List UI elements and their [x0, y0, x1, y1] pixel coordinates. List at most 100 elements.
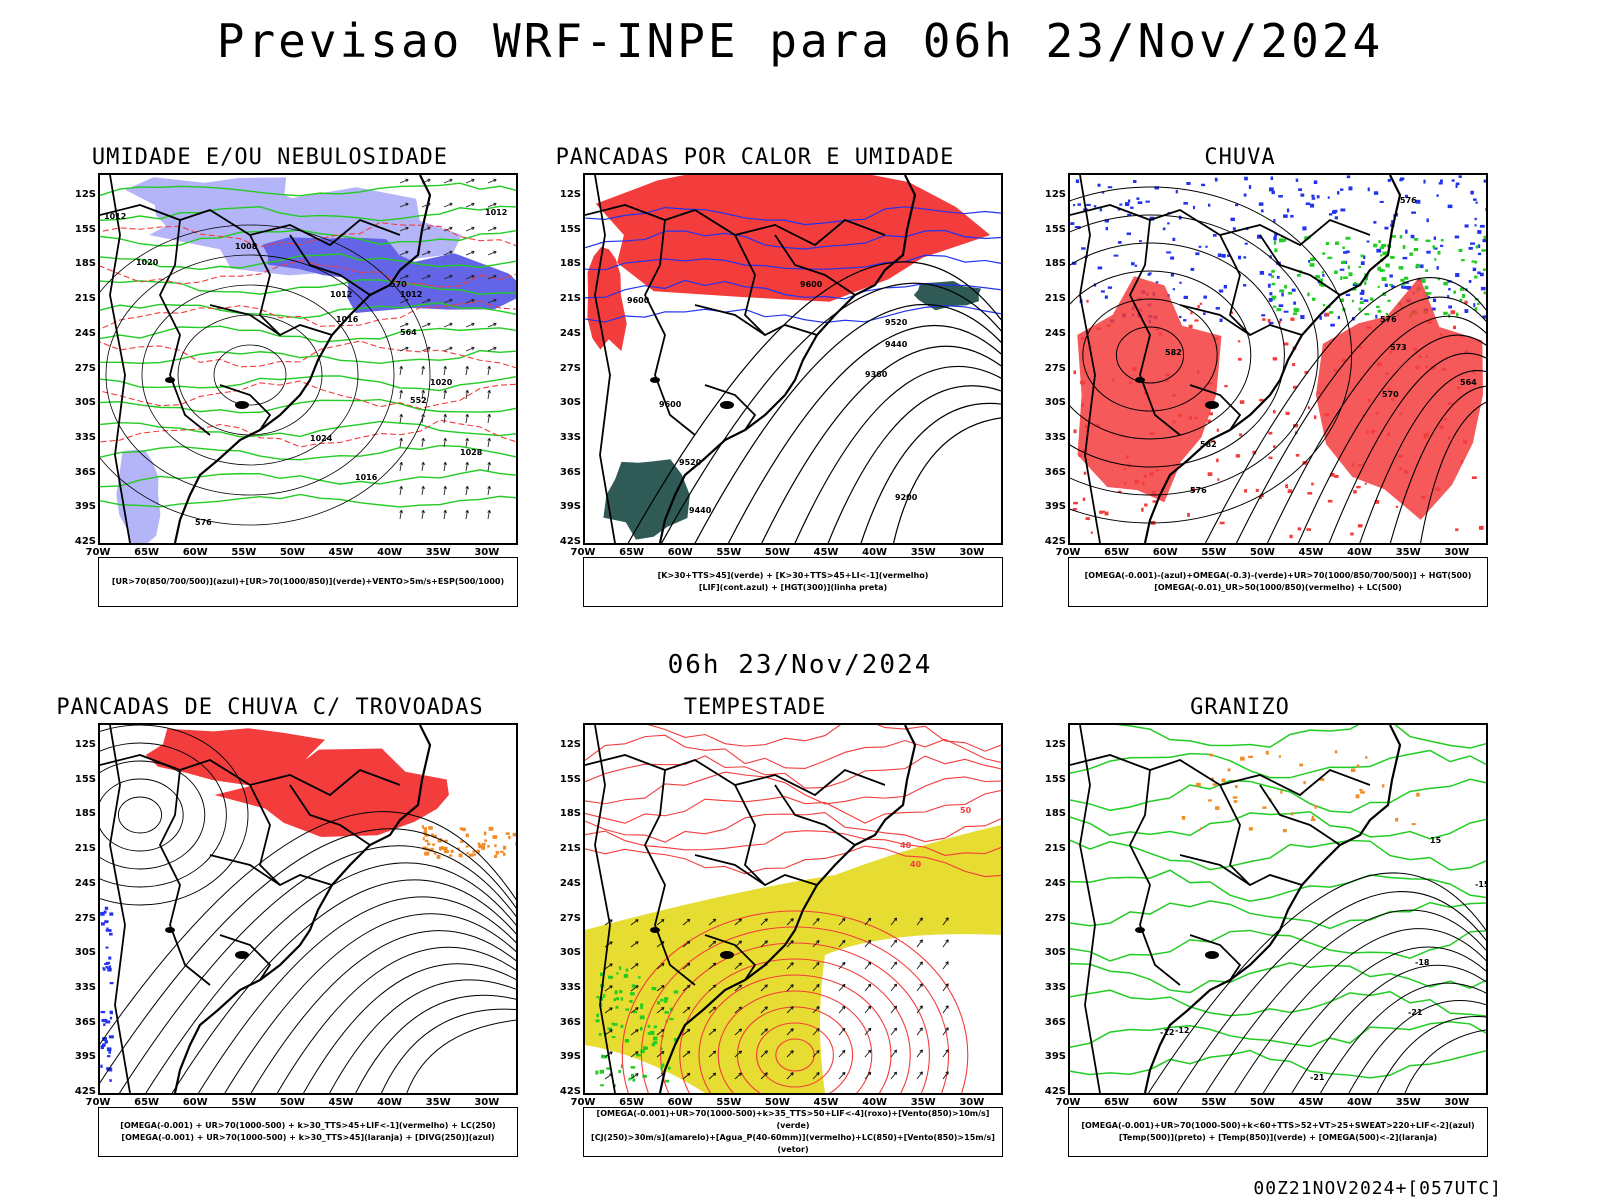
omega-area-blue — [1401, 285, 1404, 289]
latitude-label: 36S — [74, 466, 96, 478]
omega-area-blue — [1431, 307, 1436, 311]
omega-area-blue — [1366, 240, 1370, 243]
wind-area-green — [630, 1073, 635, 1078]
temp850-contour-green — [1070, 962, 1486, 994]
wind-arrow — [465, 437, 469, 448]
wind-arrow — [443, 202, 453, 208]
latitude-label: 18S — [1044, 808, 1066, 820]
divergence-area-blue — [105, 966, 109, 969]
rain-speckle-red — [1207, 472, 1213, 476]
contour-label: 1016 — [355, 473, 378, 482]
rain-speckle-red — [1426, 319, 1432, 324]
latitude-label: 42S — [559, 536, 581, 547]
omega-area-blue — [1345, 250, 1350, 253]
rain-speckle-red — [1259, 398, 1264, 402]
omega-area-blue — [1483, 179, 1486, 183]
border-line — [1219, 784, 1303, 887]
omega-area-blue — [1427, 296, 1430, 299]
rain-speckle-red — [1252, 450, 1257, 455]
lagoon — [235, 401, 249, 409]
rain-speckle-red — [1418, 355, 1422, 358]
legend-line: [OMEGA(-0.001) + UR>70(1000-500) + k>30_… — [121, 1133, 495, 1142]
longitude-label: 70W — [570, 1097, 596, 1108]
height-contour — [1389, 385, 1486, 543]
streamline — [355, 994, 516, 1093]
contour-label: 576 — [1380, 315, 1397, 324]
longitude-label: 55W — [716, 1097, 742, 1108]
contour-label: 573 — [1390, 343, 1407, 352]
border-line — [594, 175, 616, 543]
omega-area-blue — [1348, 186, 1353, 191]
omega-area-blue — [1139, 240, 1142, 243]
temp500-contour — [1376, 1016, 1486, 1093]
precipitable-water-contour — [679, 958, 911, 1093]
shower-area-orange — [443, 839, 448, 842]
omega-area-blue — [1458, 175, 1462, 178]
omega-area-blue — [1244, 242, 1248, 245]
wind-arrow — [465, 226, 475, 232]
omega-area-green — [1399, 235, 1403, 239]
wind-vector — [708, 962, 717, 970]
run-timestamp: 00Z21NOV2024+[057UTC] — [1253, 1178, 1502, 1199]
wind-area-green — [639, 1026, 643, 1031]
longitude-label: 50W — [764, 1097, 790, 1108]
omega-area-blue — [1337, 191, 1340, 195]
pressure-isobar — [105, 254, 395, 496]
wind-arrow — [399, 202, 409, 208]
rain-speckle-red — [1377, 362, 1382, 367]
omega-area-blue — [1387, 178, 1391, 182]
omega-area-blue — [1448, 305, 1452, 309]
omega-area-green — [1319, 282, 1322, 286]
legend-line: [LIF](cont.azul) + [HGT(300)](linha pret… — [698, 583, 888, 592]
wind-vector — [656, 1050, 665, 1058]
latitude-label: 27S — [559, 912, 581, 924]
omega-area-green — [1459, 298, 1463, 302]
border-line — [219, 384, 272, 431]
omega-area-blue — [1104, 295, 1108, 299]
omega-area-blue — [1279, 318, 1283, 322]
wind-area-green — [595, 1070, 599, 1075]
wind-area-green — [661, 1070, 666, 1074]
rain-speckle-red — [1313, 415, 1317, 420]
wind-vector — [734, 1006, 743, 1014]
omega-area-green — [1293, 307, 1297, 311]
rain-speckle-red — [1132, 367, 1137, 371]
omega-area-green — [1296, 273, 1301, 277]
instability-area-teal — [913, 281, 982, 311]
omega-area-green — [1453, 290, 1457, 294]
border-line — [1259, 234, 1341, 296]
omega-area-blue — [1479, 224, 1485, 228]
lagoon — [650, 377, 660, 383]
omega-area-blue — [1172, 288, 1176, 291]
streamline — [117, 796, 163, 834]
rain-speckle-red — [1155, 328, 1160, 331]
wind-arrow — [421, 274, 431, 280]
wind-vector — [786, 984, 794, 992]
shower-area-orange — [460, 840, 464, 843]
latitude-label: 21S — [1044, 843, 1066, 855]
omega-area-blue — [1316, 195, 1320, 199]
wind-vector — [812, 961, 820, 970]
latitude-label: 33S — [1044, 981, 1066, 993]
temp500-contour — [1147, 872, 1486, 1093]
omega-area-blue — [1327, 196, 1330, 199]
rain-speckle-red — [1285, 411, 1290, 416]
wind-vector — [942, 1027, 949, 1036]
wind-vector — [864, 939, 872, 948]
omega-area-blue — [1433, 247, 1438, 250]
omega-area-blue — [1451, 179, 1455, 182]
rain-speckle-red — [1086, 299, 1089, 303]
omega-area-green — [1380, 254, 1383, 257]
shower-area-orange — [494, 854, 498, 859]
shower-area-orange — [494, 844, 497, 848]
rain-speckle-red — [1364, 482, 1367, 485]
omega-area-blue — [1118, 241, 1122, 244]
omega-area-orange — [1314, 804, 1317, 809]
rain-speckle-red — [1357, 464, 1363, 467]
omega-area-green — [1272, 298, 1276, 301]
border-line — [219, 934, 272, 981]
divergence-area-blue — [104, 962, 109, 966]
omega-area-orange — [1232, 796, 1238, 799]
omega-area-green — [1434, 258, 1437, 261]
omega-area-blue — [1172, 237, 1176, 242]
